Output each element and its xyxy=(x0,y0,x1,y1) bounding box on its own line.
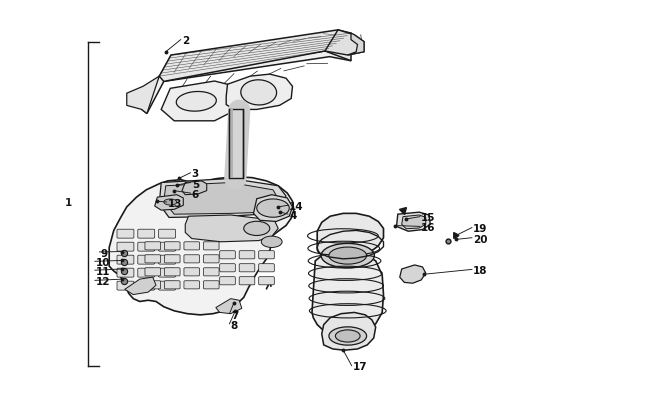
Ellipse shape xyxy=(329,247,367,264)
FancyBboxPatch shape xyxy=(239,251,255,259)
Polygon shape xyxy=(396,213,430,232)
Polygon shape xyxy=(229,110,243,179)
Text: 18: 18 xyxy=(473,266,488,275)
Ellipse shape xyxy=(261,237,282,248)
FancyBboxPatch shape xyxy=(164,268,180,276)
Text: 9: 9 xyxy=(101,248,108,258)
Polygon shape xyxy=(348,34,364,56)
Text: 2: 2 xyxy=(182,36,189,45)
Polygon shape xyxy=(185,215,278,242)
FancyBboxPatch shape xyxy=(239,264,255,272)
Polygon shape xyxy=(312,252,384,335)
FancyBboxPatch shape xyxy=(259,251,274,259)
Polygon shape xyxy=(317,214,384,261)
FancyBboxPatch shape xyxy=(117,230,134,239)
Polygon shape xyxy=(155,195,183,211)
Ellipse shape xyxy=(176,92,216,112)
FancyBboxPatch shape xyxy=(117,243,134,252)
Text: 3: 3 xyxy=(192,168,199,178)
Polygon shape xyxy=(322,313,376,350)
FancyBboxPatch shape xyxy=(159,256,176,264)
FancyBboxPatch shape xyxy=(159,230,176,239)
FancyBboxPatch shape xyxy=(138,256,155,264)
FancyBboxPatch shape xyxy=(164,281,180,289)
Text: 15: 15 xyxy=(421,213,436,223)
Text: 10: 10 xyxy=(96,258,110,267)
FancyBboxPatch shape xyxy=(145,268,161,276)
Text: 6: 6 xyxy=(192,190,199,199)
Ellipse shape xyxy=(335,330,360,342)
FancyBboxPatch shape xyxy=(203,281,219,289)
Polygon shape xyxy=(159,179,286,218)
FancyBboxPatch shape xyxy=(220,264,235,272)
Ellipse shape xyxy=(329,327,367,345)
FancyBboxPatch shape xyxy=(164,242,180,250)
Polygon shape xyxy=(142,52,351,114)
FancyBboxPatch shape xyxy=(259,264,274,272)
Ellipse shape xyxy=(164,200,177,205)
Ellipse shape xyxy=(244,222,270,236)
Text: 5: 5 xyxy=(192,179,199,189)
FancyBboxPatch shape xyxy=(203,268,219,276)
Text: 14: 14 xyxy=(289,202,304,211)
Polygon shape xyxy=(161,82,233,122)
FancyBboxPatch shape xyxy=(164,255,180,263)
FancyBboxPatch shape xyxy=(184,281,200,289)
FancyBboxPatch shape xyxy=(117,256,134,264)
FancyBboxPatch shape xyxy=(203,242,219,250)
Text: 4: 4 xyxy=(289,211,296,220)
Polygon shape xyxy=(125,277,156,295)
FancyBboxPatch shape xyxy=(203,255,219,263)
FancyBboxPatch shape xyxy=(138,230,155,239)
Text: 1: 1 xyxy=(64,198,72,207)
Polygon shape xyxy=(109,177,294,315)
Text: 11: 11 xyxy=(96,266,110,276)
Ellipse shape xyxy=(257,200,289,218)
FancyBboxPatch shape xyxy=(220,251,235,259)
Polygon shape xyxy=(325,31,364,56)
FancyBboxPatch shape xyxy=(145,281,161,289)
Ellipse shape xyxy=(321,244,374,268)
Text: 7: 7 xyxy=(231,310,238,320)
FancyBboxPatch shape xyxy=(117,281,134,290)
FancyBboxPatch shape xyxy=(159,243,176,252)
Polygon shape xyxy=(182,181,207,195)
FancyBboxPatch shape xyxy=(117,269,134,277)
Polygon shape xyxy=(159,31,351,82)
FancyBboxPatch shape xyxy=(159,269,176,277)
Text: 17: 17 xyxy=(353,362,368,371)
Polygon shape xyxy=(402,215,426,229)
FancyBboxPatch shape xyxy=(184,255,200,263)
Polygon shape xyxy=(216,299,242,314)
FancyBboxPatch shape xyxy=(239,277,255,285)
FancyBboxPatch shape xyxy=(138,281,155,290)
FancyBboxPatch shape xyxy=(159,281,176,290)
FancyBboxPatch shape xyxy=(259,277,274,285)
Text: 19: 19 xyxy=(473,224,488,234)
FancyBboxPatch shape xyxy=(220,277,235,285)
Ellipse shape xyxy=(240,81,277,106)
Text: 12: 12 xyxy=(96,277,110,286)
Polygon shape xyxy=(400,265,426,284)
Polygon shape xyxy=(164,183,278,215)
FancyBboxPatch shape xyxy=(145,242,161,250)
Polygon shape xyxy=(254,195,292,222)
FancyBboxPatch shape xyxy=(138,243,155,252)
FancyBboxPatch shape xyxy=(138,269,155,277)
FancyBboxPatch shape xyxy=(184,242,200,250)
Polygon shape xyxy=(226,75,292,110)
FancyBboxPatch shape xyxy=(145,255,161,263)
Text: 13: 13 xyxy=(168,198,182,208)
Polygon shape xyxy=(127,77,159,114)
FancyBboxPatch shape xyxy=(184,268,200,276)
Text: 20: 20 xyxy=(473,234,488,244)
Text: 16: 16 xyxy=(421,223,436,232)
Text: 8: 8 xyxy=(231,320,238,330)
Polygon shape xyxy=(229,110,233,179)
